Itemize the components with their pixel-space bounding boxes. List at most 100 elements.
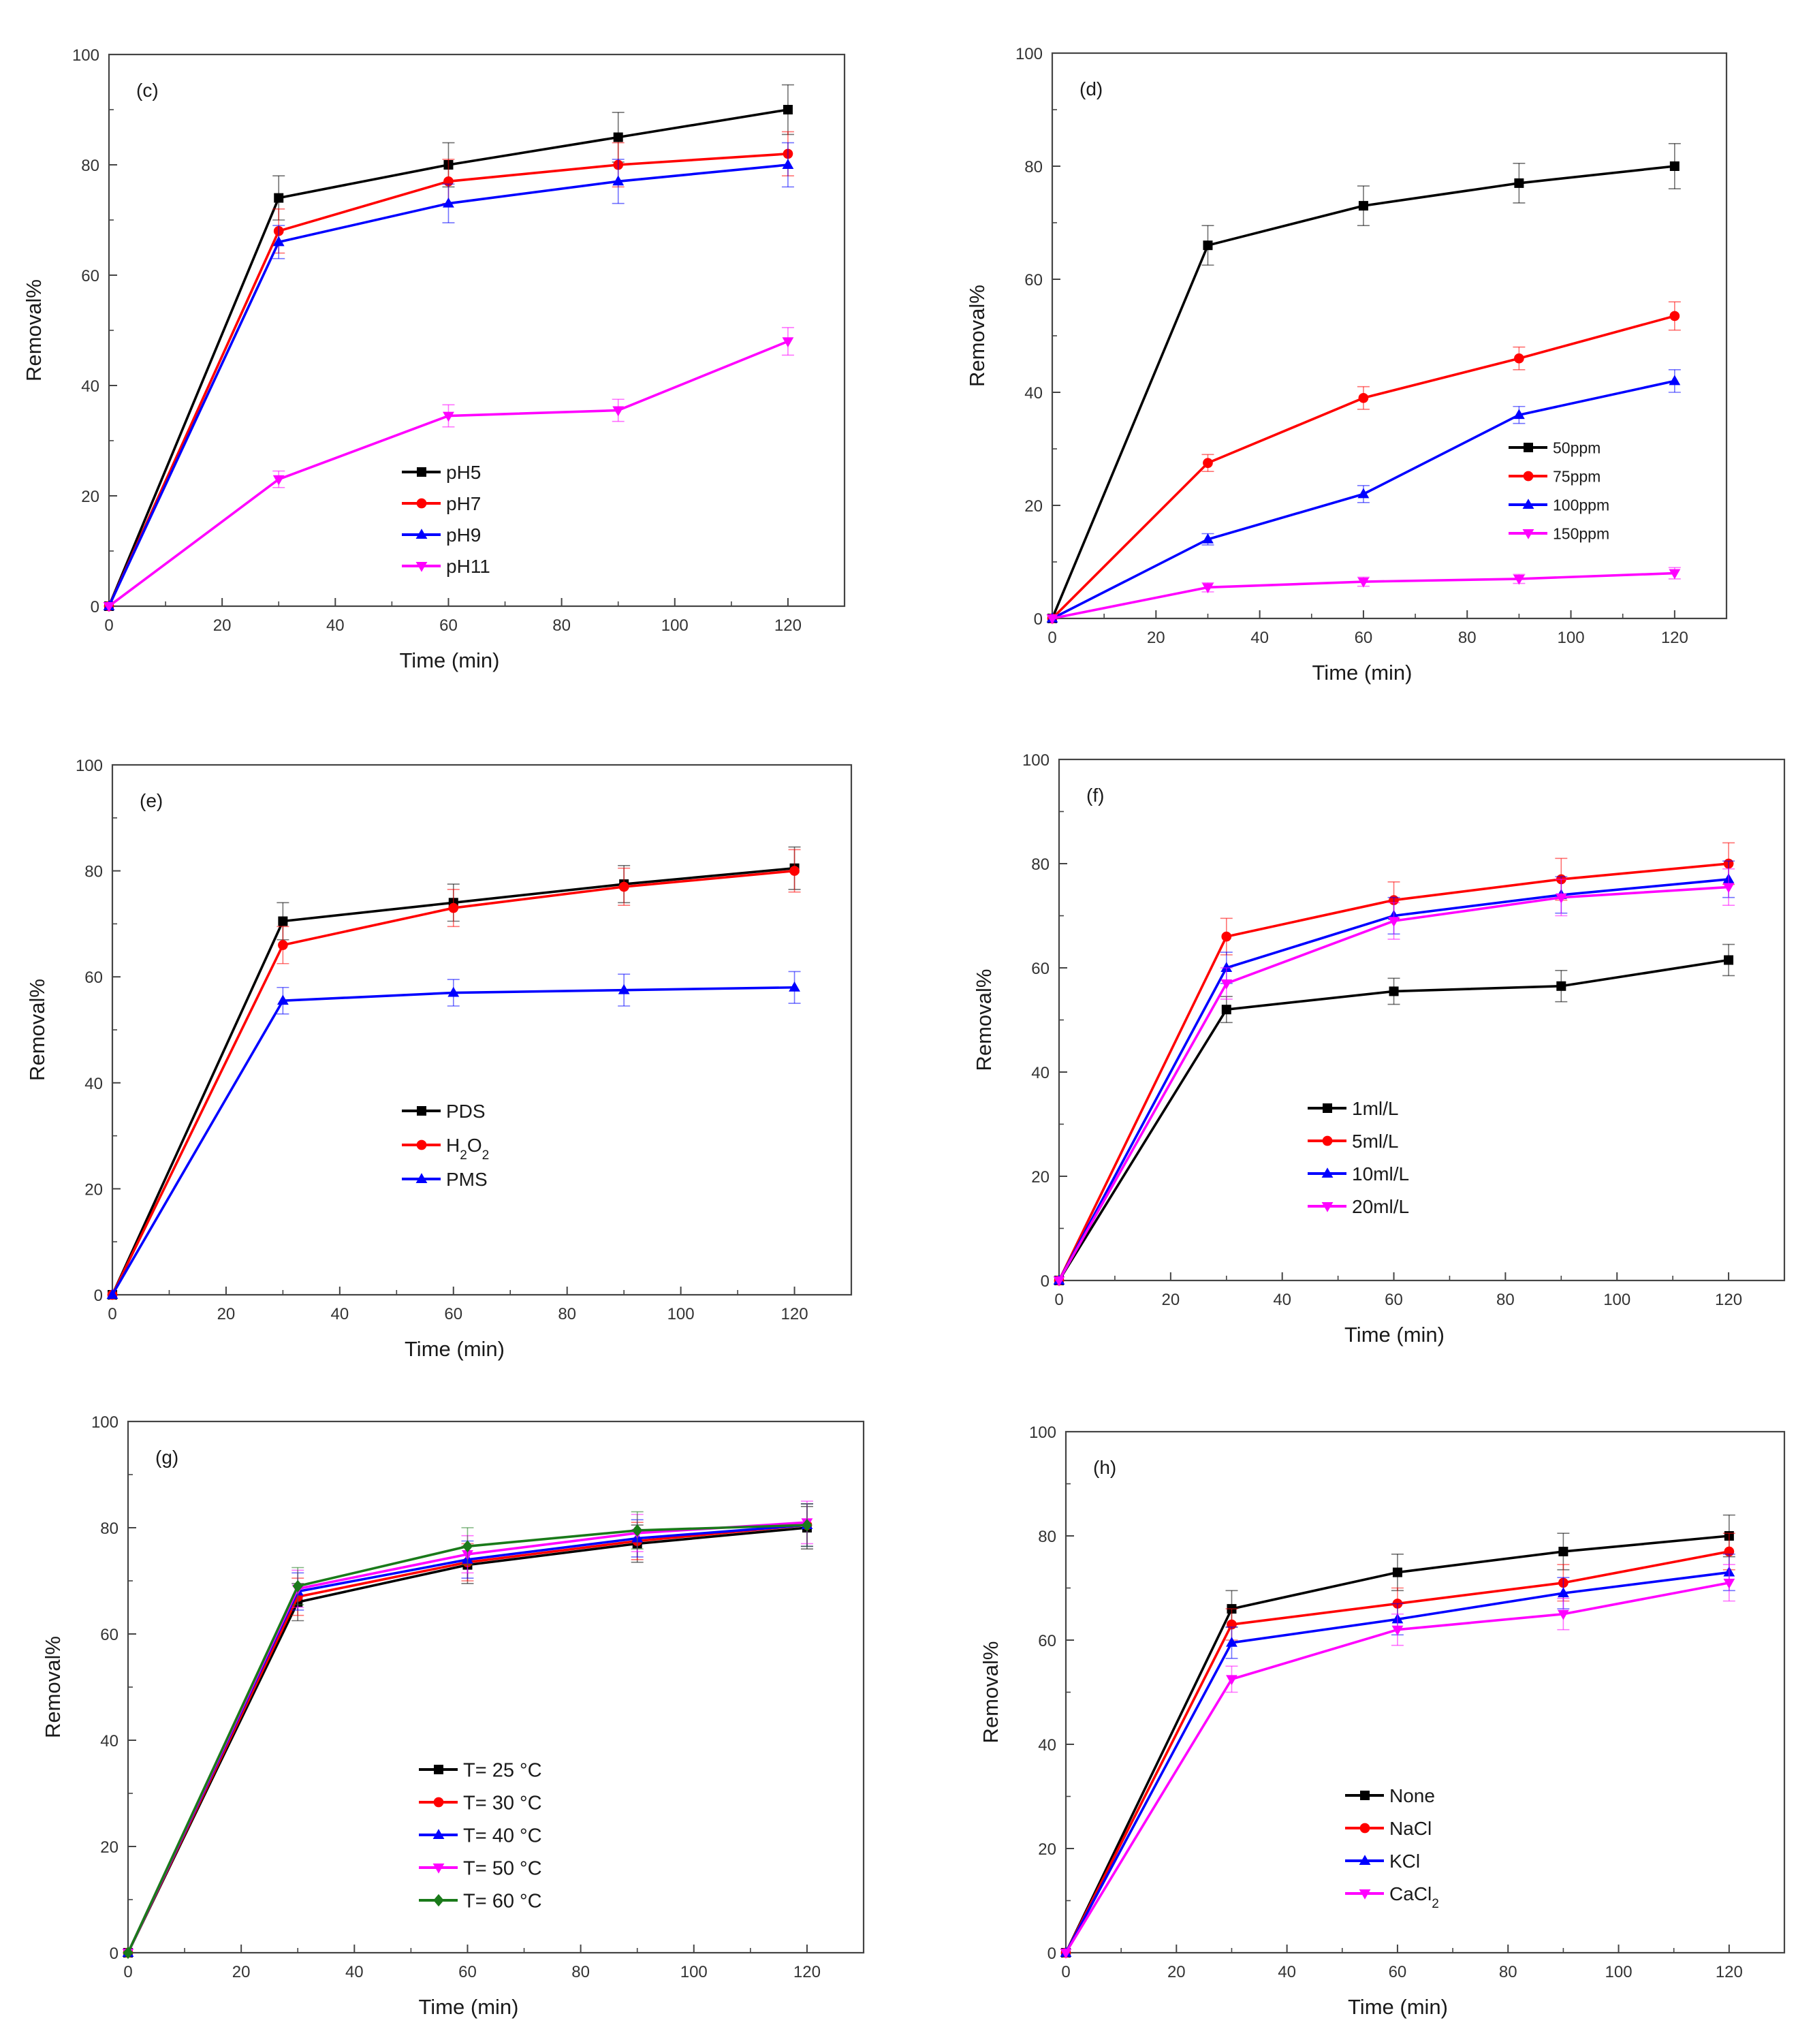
y-axis-title: Removal% (972, 969, 996, 1071)
x-tick-label: 100 (667, 1305, 695, 1323)
x-axis-title: Time (min) (1348, 1995, 1448, 2019)
data-series (123, 1503, 813, 1958)
data-point (448, 902, 459, 913)
series-line (111, 869, 795, 1295)
data-point (1221, 931, 1232, 942)
legend-entry: T= 25 °C (419, 1759, 542, 1781)
data-point (1357, 578, 1370, 588)
y-tick-label: 40 (1024, 384, 1043, 403)
y-tick-label: 80 (81, 157, 99, 175)
panel-label: (e) (140, 790, 163, 811)
data-point (123, 1946, 133, 1960)
x-tick-label: 60 (458, 1963, 477, 1981)
y-tick-label: 40 (1038, 1736, 1056, 1755)
x-tick-label: 20 (1161, 1291, 1180, 1309)
legend-entry: T= 40 °C (419, 1825, 542, 1846)
data-point (277, 994, 289, 1005)
data-point (274, 193, 284, 203)
data-point (1391, 1625, 1404, 1636)
x-tick-label: 40 (330, 1305, 349, 1323)
data-point (782, 159, 794, 169)
data-point (1392, 1567, 1402, 1577)
y-tick-label: 100 (76, 757, 103, 775)
y-tick-label: 100 (72, 46, 99, 65)
y-tick-label: 0 (110, 1945, 119, 1963)
x-tick-label: 20 (217, 1305, 236, 1323)
data-series (1046, 567, 1681, 625)
legend-label: CaCl2 (1389, 1883, 1439, 1911)
x-tick-label: 60 (439, 616, 458, 635)
legend-marker (415, 1173, 428, 1183)
legend: T= 25 °C T= 30 °C T= 40 °C T= 50 °C T= 60 °C (419, 1759, 542, 1912)
y-tick-label: 80 (1038, 1528, 1056, 1546)
legend-marker (1359, 1889, 1371, 1900)
x-tick-label: 60 (1385, 1291, 1403, 1309)
x-tick-label: 100 (680, 1963, 708, 1981)
legend-label: 20ml/L (1352, 1196, 1409, 1217)
x-tick-label: 80 (571, 1963, 590, 1981)
legend-label: 75ppm (1553, 467, 1601, 485)
data-point (1203, 458, 1213, 469)
data-point (618, 881, 629, 892)
data-series (108, 846, 801, 1300)
panel-label: (d) (1079, 78, 1103, 99)
legend-label: pH7 (446, 493, 481, 514)
legend-marker (415, 562, 428, 572)
legend-label: KCl (1389, 1851, 1420, 1872)
legend-marker (1522, 529, 1534, 539)
data-point (272, 236, 285, 247)
data-point (1723, 1578, 1735, 1589)
data-series (1054, 842, 1735, 1286)
legend-label: pH5 (446, 462, 481, 483)
data-series (1047, 301, 1681, 624)
legend-marker (416, 498, 427, 509)
legend-marker (432, 1864, 445, 1874)
legend-label: 5ml/L (1352, 1131, 1398, 1152)
legend-label: 100ppm (1553, 496, 1609, 514)
data-point (103, 602, 115, 612)
legend-entry: KCl (1345, 1851, 1420, 1872)
data-point (443, 197, 454, 208)
panel-label: (c) (136, 80, 159, 101)
data-point (783, 105, 793, 114)
data-point (106, 1289, 119, 1299)
y-tick-label: 0 (1034, 610, 1043, 629)
legend-marker (1524, 443, 1533, 452)
x-tick-label: 60 (1389, 1963, 1407, 1981)
x-tick-label: 0 (104, 616, 113, 635)
panel-label: (f) (1086, 785, 1104, 806)
data-point (613, 132, 623, 142)
legend: pH5 pH7 pH9 pH11 (402, 462, 490, 577)
legend-marker (416, 1139, 427, 1150)
legend-entry: 150ppm (1509, 524, 1609, 542)
legend-marker (1321, 1167, 1334, 1178)
x-tick-label: 120 (793, 1963, 821, 1981)
y-tick-label: 60 (1038, 1632, 1056, 1650)
x-tick-label: 20 (232, 1963, 251, 1981)
data-point (1669, 375, 1681, 386)
legend-label: PDS (446, 1101, 486, 1122)
x-axis-title: Time (min) (405, 1337, 505, 1361)
y-tick-label: 40 (84, 1075, 103, 1093)
data-point (1669, 161, 1680, 171)
x-tick-label: 20 (213, 616, 232, 635)
legend-label: 10ml/L (1352, 1163, 1409, 1184)
data-point (1669, 569, 1681, 580)
x-tick-label: 20 (1147, 629, 1165, 647)
x-tick-label: 60 (1355, 629, 1373, 647)
x-tick-label: 40 (1250, 629, 1269, 647)
legend-label: T= 25 °C (463, 1759, 542, 1781)
legend-marker (434, 1765, 443, 1774)
y-tick-label: 80 (100, 1520, 119, 1538)
y-tick-label: 60 (1031, 960, 1050, 978)
data-point (1556, 981, 1566, 991)
data-point (1724, 955, 1734, 965)
legend-marker (1522, 499, 1534, 509)
y-axis-title: Removal% (25, 979, 49, 1081)
legend-label: 150ppm (1553, 524, 1609, 542)
x-tick-label: 40 (345, 1963, 364, 1981)
data-point (1388, 917, 1400, 927)
legend-entry: 50ppm (1509, 439, 1601, 456)
legend-marker (1359, 1855, 1371, 1865)
legend-entry: T= 50 °C (419, 1857, 542, 1879)
